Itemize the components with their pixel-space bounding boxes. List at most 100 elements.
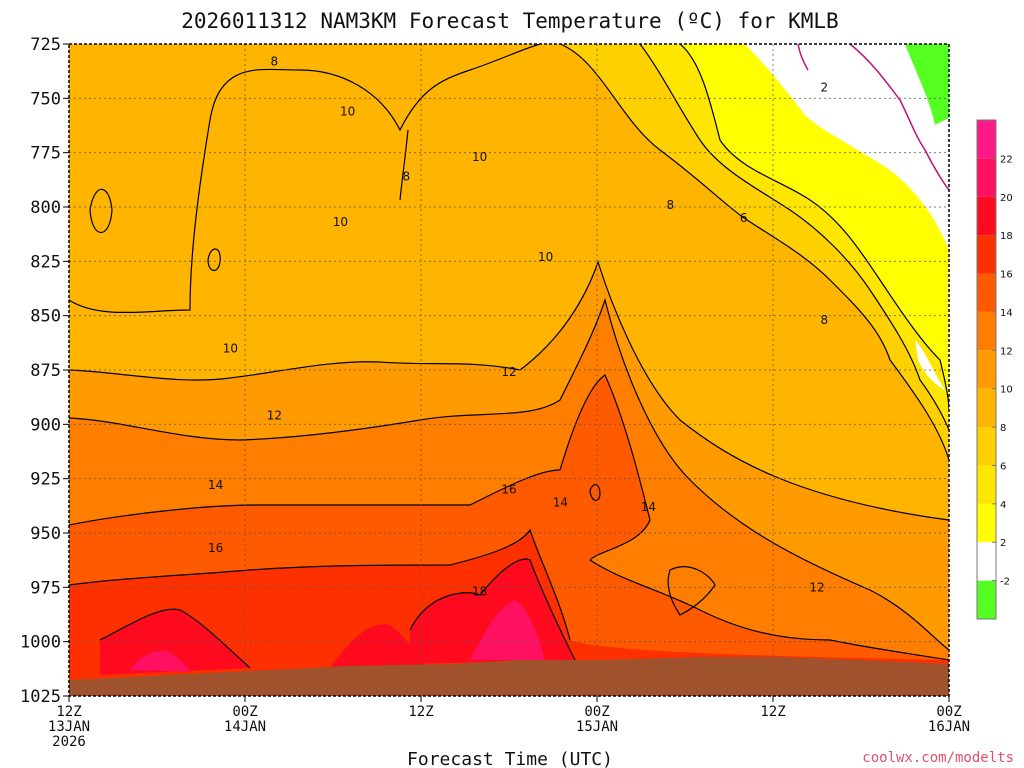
contour-label: 12 <box>809 580 824 594</box>
contour-line <box>409 558 576 661</box>
colorbar-label: 4 <box>1000 500 1006 511</box>
colorbar-swatch <box>977 465 996 504</box>
x-tick-label: 15JAN <box>576 719 618 735</box>
contour-line <box>69 260 949 521</box>
colorbar-swatch <box>977 235 996 274</box>
contour-label: 16 <box>208 541 223 555</box>
y-tick-label: 975 <box>30 578 61 598</box>
colorbar-label: 16 <box>1000 270 1013 281</box>
contour-label: 8 <box>667 198 675 212</box>
contour-label: 14 <box>553 496 568 510</box>
contour-label: 6 <box>740 211 748 225</box>
contour-label: 8 <box>403 170 411 184</box>
y-tick-label: 1025 <box>20 687 61 707</box>
contour-line <box>559 44 949 461</box>
contour-line <box>69 44 541 314</box>
fill-band-18-20 <box>100 559 575 675</box>
contour-line <box>399 129 409 201</box>
contour-label: 12 <box>267 409 282 423</box>
plot-area <box>69 44 949 696</box>
contour-label: 2 <box>821 80 829 94</box>
colorbar-swatch <box>977 580 996 619</box>
colorbar-label: 18 <box>1000 231 1013 242</box>
colorbar-label: -2 <box>1000 577 1010 588</box>
y-tick-label: 800 <box>30 198 61 218</box>
contour-lines <box>69 44 949 669</box>
colorbar: -2 2 4 6 8 10 12 14 16 18 20 22 <box>976 119 1013 620</box>
colorbar-swatch <box>977 196 996 236</box>
y-tick-label: 925 <box>30 470 61 490</box>
contour-line <box>639 44 949 431</box>
contour-label: 10 <box>223 341 238 355</box>
contour-line <box>69 374 949 661</box>
freezing-line <box>849 44 949 191</box>
grid-lines <box>69 44 949 696</box>
colorbar-label: 12 <box>1000 346 1013 357</box>
freezing-line <box>797 44 809 71</box>
colorbar-swatch <box>977 503 996 543</box>
colorbar-label: 20 <box>1000 193 1013 204</box>
x-tick-label: 12Z <box>408 704 433 720</box>
y-axis: 725 750 775 800 825 850 875 900 925 950 975 1000 102… <box>20 35 69 707</box>
colorbar-label: 22 <box>1000 154 1013 165</box>
y-tick-label: 850 <box>30 307 61 327</box>
colorbar-swatch <box>977 120 996 159</box>
contour-line <box>667 566 716 616</box>
contour-line <box>69 528 571 641</box>
x-tick-label: 16JAN <box>928 719 970 735</box>
colorbar-label: 6 <box>1000 461 1006 472</box>
contour-line <box>89 188 113 233</box>
contour-label: 10 <box>472 150 487 164</box>
y-tick-label: 950 <box>30 524 61 544</box>
contour-label: 18 <box>472 585 487 599</box>
contour-line <box>99 608 251 669</box>
contour-label: 10 <box>538 250 553 264</box>
contour-line <box>679 44 949 411</box>
colorbar-label: 2 <box>1000 538 1006 549</box>
fill-band-minus2-2 <box>745 44 949 390</box>
freezing-contours <box>797 44 949 191</box>
x-tick-label: 00Z <box>936 704 961 720</box>
y-tick-label: 900 <box>30 415 61 435</box>
contour-line <box>69 297 949 651</box>
y-tick-label: 875 <box>30 361 61 381</box>
colorbar-label: 14 <box>1000 308 1013 319</box>
contour-label: 14 <box>641 500 656 514</box>
terrain-surface <box>69 657 949 696</box>
contour-label: 16 <box>501 483 516 497</box>
colorbar-swatch <box>977 388 996 428</box>
contour-label: 10 <box>340 104 355 118</box>
fill-band-below-minus2 <box>905 44 949 125</box>
colorbar-swatch <box>977 350 996 389</box>
x-tick-label: 12Z <box>760 704 785 720</box>
contour-label: 14 <box>208 478 223 492</box>
contour-line <box>207 248 221 271</box>
contour-labels: 8 10 8 10 10 10 8 6 2 10 12 8 12 14 16 14 14 16 18 12 <box>208 54 828 598</box>
contour-label: 12 <box>501 365 516 379</box>
chart-title: 2026011312 NAM3KM Forecast Temperature (… <box>181 9 838 33</box>
credit-text: coolwx.com/modelts <box>862 750 1014 766</box>
x-axis-title: Forecast Time (UTC) <box>407 749 613 768</box>
y-tick-label: 775 <box>30 144 61 164</box>
fill-band-20-22 <box>130 600 545 672</box>
colorbar-frame <box>976 119 997 620</box>
colorbar-swatch <box>977 273 996 312</box>
x-tick-label: 2026 <box>52 734 86 750</box>
x-tick-label: 14JAN <box>224 719 266 735</box>
colorbar-swatch <box>977 311 996 351</box>
x-tick-label: 12Z <box>56 704 81 720</box>
colorbar-swatch <box>977 542 996 581</box>
contour-label: 10 <box>333 215 348 229</box>
contour-label: 8 <box>821 313 829 327</box>
y-tick-label: 825 <box>30 252 61 272</box>
colorbar-swatch <box>977 427 996 466</box>
x-tick-label: 00Z <box>584 704 609 720</box>
y-tick-label: 725 <box>30 35 61 55</box>
contour-line <box>589 483 601 502</box>
colorbar-label: 10 <box>1000 385 1013 396</box>
y-tick-label: 750 <box>30 89 61 109</box>
x-tick-label: 00Z <box>232 704 257 720</box>
colorbar-label: 8 <box>1000 423 1006 434</box>
